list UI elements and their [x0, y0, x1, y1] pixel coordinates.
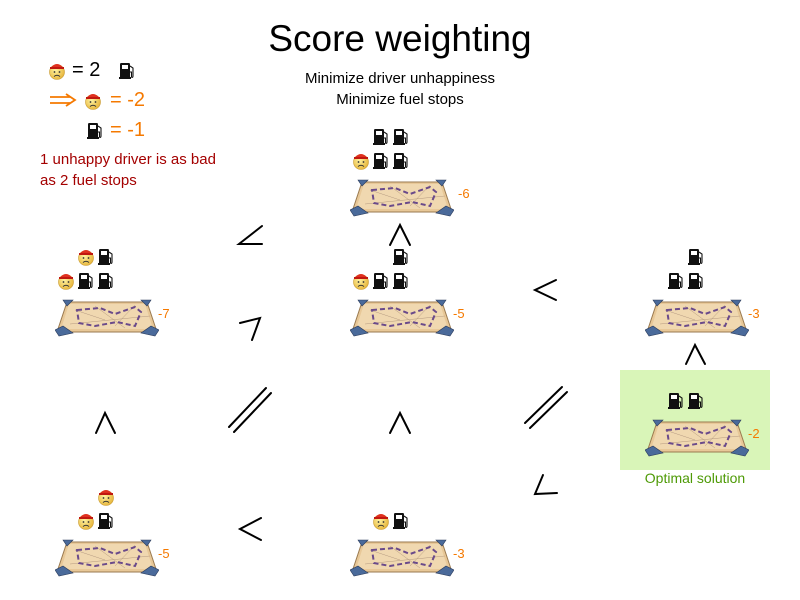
legend-driver-score: = -2 [110, 89, 146, 111]
solution-map-icon [350, 539, 454, 577]
solution-score: -5 [158, 546, 170, 561]
legend-note-2: as 2 fuel stops [40, 172, 137, 189]
equals-b-f [228, 387, 272, 433]
unhappy-driver-icon [84, 90, 102, 115]
icon-row [97, 486, 115, 506]
fuel-pump-icon [393, 249, 408, 265]
optimal-solution-label: Optimal solution [644, 470, 746, 486]
unhappy-driver-icon [48, 60, 66, 85]
less-than-f-g [237, 517, 262, 541]
unhappy-driver-icon [78, 250, 94, 266]
unhappy-driver-icon [353, 154, 369, 170]
implies-arrow-icon [50, 93, 77, 107]
fuel-pump-icon [393, 129, 408, 145]
subtitle-line-2: Minimize fuel stops [336, 91, 464, 108]
page-title: Score weighting [268, 18, 532, 59]
fuel-pump-icon [373, 273, 388, 289]
solution-score: -5 [453, 306, 465, 321]
unhappy-driver-icon [98, 490, 114, 506]
fuel-pump-icon [373, 153, 388, 169]
icon-row [667, 270, 705, 290]
fuel-pump-icon [98, 513, 113, 529]
fuel-pump-icon [688, 393, 703, 409]
equals-c-e [524, 386, 568, 429]
legend-weight: = 2 [72, 59, 101, 81]
subtitle-line-1: Minimize driver unhappiness [304, 70, 496, 87]
less-than-c-g [389, 410, 411, 434]
unhappy-driver-icon [353, 274, 369, 290]
less-than-c-a [389, 222, 411, 246]
icon-row [372, 510, 410, 530]
fuel-pump-icon [98, 249, 113, 265]
fuel-pump-icon [393, 273, 408, 289]
fuel-pump-icon [78, 273, 93, 289]
fuel-pump-icon [86, 120, 104, 145]
unhappy-driver-icon [58, 274, 74, 290]
icon-row [77, 246, 115, 266]
fuel-pump-icon [668, 273, 683, 289]
solution-map-icon [55, 299, 159, 337]
unhappy-driver-icon [78, 514, 94, 530]
solution-score: -6 [458, 186, 470, 201]
fuel-pump-icon [373, 129, 388, 145]
icon-row [392, 246, 410, 266]
solution-score: -7 [158, 306, 170, 321]
less-than-e-d [685, 342, 706, 365]
solution-score: -2 [748, 426, 760, 441]
solution-map-icon [645, 419, 749, 457]
legend-note-1: 1 unhappy driver is as bad [40, 151, 216, 168]
icon-row [352, 150, 410, 170]
solution-map-icon [55, 539, 159, 577]
icon-row [687, 246, 705, 266]
solution-map-icon [645, 299, 749, 337]
legend-fuel-score: = -1 [110, 119, 146, 141]
fuel-pump-icon [393, 153, 408, 169]
solution-score: -3 [748, 306, 760, 321]
icon-row [372, 126, 410, 146]
less-than-c-d [532, 279, 557, 301]
less-than-b-f [95, 410, 116, 434]
fuel-pump-icon [688, 249, 703, 265]
greater-than-b-c [239, 316, 262, 341]
fuel-pump-icon [118, 60, 136, 85]
fuel-pump-icon [98, 273, 113, 289]
solution-map-icon [350, 299, 454, 337]
icon-row [77, 510, 115, 530]
solution-score: -3 [453, 546, 465, 561]
icon-row [57, 270, 115, 290]
solution-map-icon [350, 179, 454, 217]
less-than-a-b [236, 225, 263, 245]
fuel-pump-icon [688, 273, 703, 289]
unhappy-driver-icon [373, 514, 389, 530]
fuel-pump-icon [668, 393, 683, 409]
icon-row [352, 270, 410, 290]
less-than-g-e [533, 474, 558, 496]
fuel-pump-icon [393, 513, 408, 529]
icon-row [667, 390, 705, 410]
